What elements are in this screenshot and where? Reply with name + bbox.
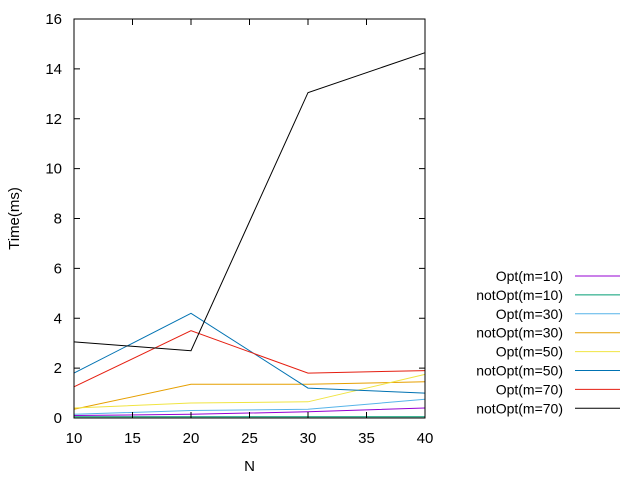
- legend-label: Opt(m=50): [496, 344, 563, 360]
- y-tick-label: 6: [54, 260, 62, 277]
- x-tick-label: 20: [183, 430, 200, 447]
- x-tick-label: 35: [358, 430, 375, 447]
- legend-label: Opt(m=70): [496, 381, 563, 397]
- legend: Opt(m=10) notOpt(m=10) Opt(m=30) notOpt(m=3…: [476, 268, 620, 416]
- series-line-notOpt(m=70): [73, 52, 426, 352]
- legend-label: Opt(m=10): [496, 268, 563, 284]
- series-line-notOpt(m=30): [73, 381, 426, 410]
- y-tick-label: 2: [54, 360, 62, 377]
- legend-label: notOpt(m=50): [476, 363, 563, 379]
- legend-label: notOpt(m=70): [476, 400, 563, 416]
- series-line-notOpt(m=50): [73, 312, 426, 394]
- x-tick-label: 10: [66, 430, 83, 447]
- x-axis-label: N: [244, 458, 255, 475]
- y-axis-label: Time(ms): [6, 187, 23, 250]
- x-tick-label: 30: [300, 430, 317, 447]
- y-tick-label: 0: [54, 410, 62, 427]
- legend-label: Opt(m=30): [496, 306, 563, 322]
- x-tick-label: 40: [417, 430, 434, 447]
- y-tick-label: 12: [45, 111, 62, 128]
- y-tick-label: 4: [54, 310, 62, 327]
- y-tick-label: 10: [45, 161, 62, 178]
- x-tick-label: 25: [241, 430, 258, 447]
- legend-label: notOpt(m=10): [476, 287, 563, 303]
- y-tick-label: 8: [54, 211, 62, 228]
- y-tick-label: 16: [45, 11, 62, 28]
- series-line-Opt(m=70): [73, 330, 426, 388]
- series-line-Opt(m=50): [73, 373, 426, 409]
- chart-marks: [73, 52, 426, 418]
- legend-label: notOpt(m=30): [476, 325, 563, 341]
- chart-ticks: 10 15 20 25 30 35 40 0 2 4 6 8 10 12 14 16: [45, 11, 433, 447]
- plot-frame: [73, 18, 426, 419]
- x-tick-label: 15: [124, 430, 141, 447]
- y-tick-label: 14: [45, 61, 62, 78]
